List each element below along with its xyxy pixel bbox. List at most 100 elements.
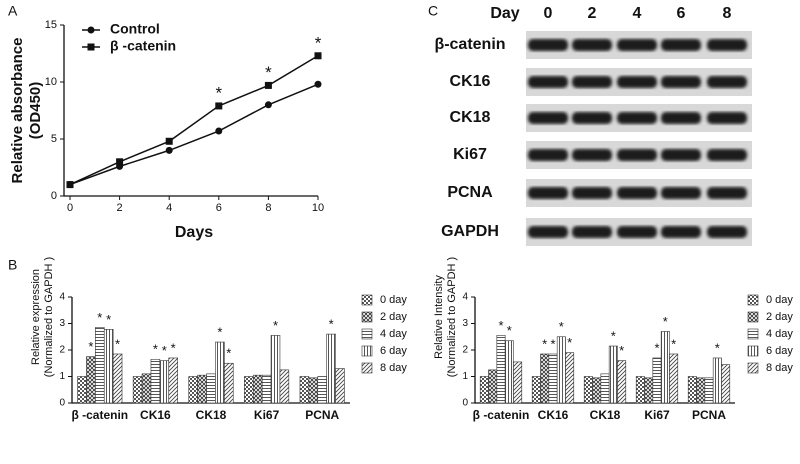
blot-band: [617, 149, 657, 161]
x-tick-label: 10: [312, 202, 324, 214]
blot-row-label: CK16: [450, 73, 491, 90]
annotation: *: [115, 336, 120, 351]
bar: [513, 361, 523, 404]
x-axis-label: Days: [175, 224, 213, 241]
y-tick-label: 5: [51, 133, 57, 145]
y-tick-label: 0: [462, 398, 468, 409]
bar: [479, 376, 489, 404]
panel-label: C: [428, 3, 438, 19]
x-tick-label: 2: [117, 202, 123, 214]
bar: [112, 353, 123, 404]
series-line: [69, 55, 319, 186]
blot-band: [661, 187, 701, 199]
marker: [215, 127, 223, 135]
blot-band: [572, 187, 612, 199]
blot-row-label: Ki67: [453, 146, 487, 163]
y-axis-label: Relative absorbance: [9, 38, 26, 184]
bar: [270, 335, 281, 404]
bar: [103, 329, 114, 404]
legend-label: 8 day: [766, 362, 793, 374]
annotation: *: [507, 323, 512, 338]
bar: [496, 335, 506, 404]
bar: [252, 374, 263, 404]
y-axis-label: (OD450): [27, 82, 44, 140]
bar: [687, 376, 697, 404]
legend-label: 4 day: [380, 328, 407, 340]
blot-band: [528, 149, 568, 161]
blot-band: [617, 76, 657, 88]
legend-label: Control: [110, 21, 160, 37]
bar: [141, 373, 152, 404]
legend-swatch: [361, 311, 373, 323]
annotation: *: [654, 340, 659, 355]
marker: [165, 146, 173, 154]
annotation: *: [215, 83, 222, 102]
annotation: *: [265, 63, 272, 82]
y-tick-label: 3: [462, 318, 468, 329]
x-tick-label: CK16: [538, 408, 569, 422]
bar: [504, 340, 514, 404]
bar: [556, 336, 566, 404]
annotation: *: [88, 339, 93, 354]
legend-label: 0 day: [380, 294, 407, 306]
marker: [87, 26, 95, 34]
annotation: *: [226, 346, 231, 361]
y-tick-label: 2: [462, 345, 468, 356]
bar: [548, 353, 558, 404]
marker: [314, 52, 322, 60]
y-tick-label: 4: [462, 292, 468, 303]
panel-label: A: [8, 3, 18, 19]
blot-band: [572, 149, 612, 161]
blot-band: [661, 39, 701, 51]
y-tick-label: 10: [45, 76, 57, 88]
x-tick-label: 4: [166, 202, 172, 214]
blot-band: [661, 149, 701, 161]
marker: [165, 137, 173, 145]
bar: [600, 373, 610, 404]
legend-label: 6 day: [380, 345, 407, 357]
y-axis-label: (Normalized to GAPDH ): [43, 257, 55, 377]
blot-band: [528, 39, 568, 51]
bar: [150, 358, 161, 404]
bar: [95, 327, 105, 404]
bar: [224, 362, 234, 404]
marker: [314, 80, 322, 88]
y-axis-label: Relative Intensity: [433, 275, 445, 359]
legend-label: 4 day: [766, 328, 793, 340]
bar: [721, 364, 731, 404]
blot-band: [572, 226, 612, 238]
legend-swatch: [747, 311, 759, 323]
blot-band: [572, 112, 612, 124]
y-axis-label: Relative expression: [30, 269, 42, 365]
legend-label: 2 day: [766, 311, 793, 323]
x-tick-label: PCNA: [305, 408, 339, 422]
legend-swatch: [747, 294, 759, 306]
legend-swatch: [747, 328, 759, 340]
blot-band: [707, 39, 747, 51]
y-tick-label: 1: [59, 371, 65, 382]
bar: [635, 376, 645, 404]
blot-row-label: β-catenin: [434, 36, 505, 53]
bar: [712, 357, 722, 404]
annotation: *: [106, 312, 111, 327]
bar: [660, 331, 670, 404]
blot-day: 6: [677, 5, 686, 22]
y-tick-label: 3: [59, 318, 65, 329]
legend-label: β -catenin: [110, 38, 176, 54]
legend-label: 6 day: [766, 345, 793, 357]
y-axis-label: (Normalized to GAPDH ): [446, 257, 458, 377]
blot-band: [617, 226, 657, 238]
blot-band: [707, 226, 747, 238]
marker: [215, 102, 223, 110]
blot-header: Day: [490, 5, 519, 22]
annotation: *: [671, 336, 676, 351]
bar: [540, 353, 550, 404]
annotation: *: [550, 336, 555, 351]
bar: [168, 357, 178, 404]
annotation: *: [542, 336, 547, 351]
bar: [279, 369, 290, 404]
blot-day: 2: [588, 5, 597, 22]
blot-row-label: GAPDH: [441, 223, 499, 240]
bar: [335, 368, 345, 404]
legend-swatch: [361, 294, 373, 306]
